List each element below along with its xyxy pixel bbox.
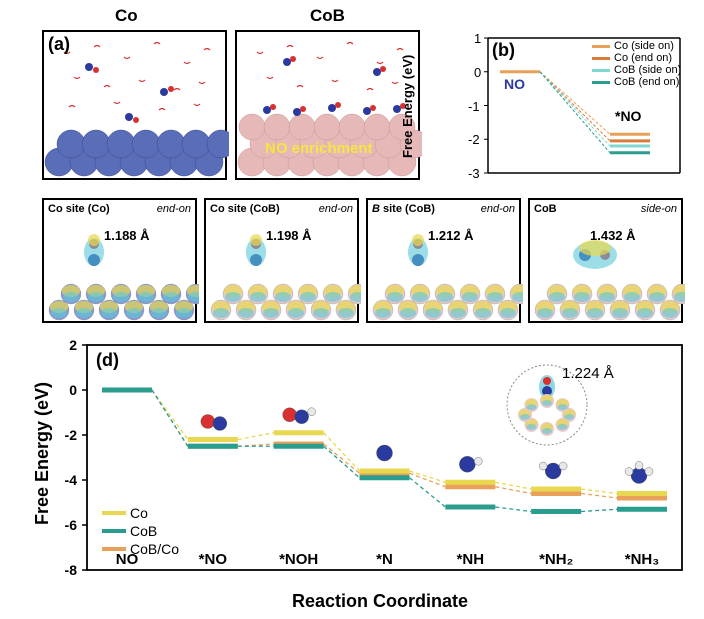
panel-d-legend-1: CoB (102, 523, 157, 539)
svg-text:*NOH: *NOH (279, 551, 318, 568)
panel-b-ylabel: Free Energy (eV) (400, 55, 415, 158)
panel-c-bond: 1.212 Å (428, 228, 474, 243)
svg-text:-6: -6 (65, 517, 78, 533)
panel-b-ytick-n2: -2 (468, 132, 480, 147)
panel-c-title-left: Co site (CoB) (210, 203, 280, 215)
panel-a-co-sim (44, 32, 229, 182)
legend-text: CoB (end on) (614, 76, 679, 88)
svg-text:2: 2 (69, 337, 77, 353)
panel-a-label: (a) (48, 34, 70, 55)
svg-text:0: 0 (69, 382, 77, 398)
legend-text: CoB/Co (130, 541, 179, 557)
panel-b: (b) 1 0 -1 -2 -3 Free Energy (eV) NO *NO… (440, 28, 690, 183)
panel-b-ytick-1: 1 (474, 31, 481, 46)
legend-text: CoB (side on) (614, 64, 681, 76)
panel-a-box-cob: NO enrichment (235, 30, 420, 180)
panel-b-xlabel-starno: *NO (615, 108, 641, 124)
panel-c-title-right: end-on (319, 203, 353, 215)
panel-b-legend-1: Co (end on) (592, 52, 672, 64)
panel-c-title-left: CoB (534, 203, 557, 215)
svg-text:*NH₂: *NH₂ (539, 551, 573, 568)
svg-text:-8: -8 (65, 562, 78, 578)
panel-c-title-right: side-on (641, 203, 677, 215)
panel-c-sub-3: CoB side-on 1.432 Å (528, 198, 683, 323)
panel-b-ytick-0: 0 (474, 65, 481, 80)
panel-b-ytick-n3: -3 (468, 166, 480, 181)
panel-a-title-cob: CoB (310, 6, 345, 26)
panel-b-xlabel-no: NO (504, 76, 525, 92)
svg-text:*NH₃: *NH₃ (625, 551, 660, 568)
panel-d-xlabel: Reaction Coordinate (292, 591, 468, 612)
panel-c-bond: 1.432 Å (590, 228, 636, 243)
svg-text:-2: -2 (65, 427, 78, 443)
panel-d-legend-0: Co (102, 505, 148, 521)
panel-c-bond: 1.198 Å (266, 228, 312, 243)
panel-b-ytick-n1: -1 (468, 99, 480, 114)
panel-d: -8-6-4-202NO*NO*NOH*N*NH*NH₂*NH₃ (d) Fre… (32, 335, 690, 610)
legend-text: Co (end on) (614, 52, 672, 64)
svg-text:*N: *N (376, 551, 393, 568)
legend-text: Co (130, 505, 148, 521)
svg-text:*NO: *NO (199, 551, 228, 568)
panel-d-legend-2: CoB/Co (102, 541, 179, 557)
panel-d-inset-bond: 1.224 Å (562, 365, 614, 382)
panel-c-sub-2: B site (CoB) end-on 1.212 Å (366, 198, 521, 323)
panel-c-title-right: end-on (481, 203, 515, 215)
panel-c-sub-1: Co site (CoB) end-on 1.198 Å (204, 198, 359, 323)
svg-text:-4: -4 (65, 472, 78, 488)
panel-c-title-left: B site (CoB) (372, 203, 435, 215)
panel-a-cob-sim (237, 32, 422, 182)
panel-d-ylabel: Free Energy (eV) (32, 382, 53, 525)
density-schematic (530, 200, 685, 325)
panel-b-label: (b) (492, 40, 515, 61)
panel-c-title-right: end-on (157, 203, 191, 215)
no-enrichment-text: NO enrichment (265, 140, 373, 157)
legend-text: Co (side on) (614, 40, 674, 52)
panel-a-title-co: Co (115, 6, 138, 26)
density-schematic (368, 200, 523, 325)
svg-text:*NH: *NH (457, 551, 485, 568)
panel-b-legend-3: CoB (end on) (592, 76, 679, 88)
panel-c-sub-0: Co site (Co) end-on 1.188 Å (42, 198, 197, 323)
panel-b-legend-2: CoB (side on) (592, 64, 681, 76)
density-schematic (206, 200, 361, 325)
panel-d-label: (d) (96, 350, 119, 371)
density-schematic (44, 200, 199, 325)
panel-c-bond: 1.188 Å (104, 228, 150, 243)
legend-text: CoB (130, 523, 157, 539)
panel-c-title-left: Co site (Co) (48, 203, 110, 215)
panel-b-legend-0: Co (side on) (592, 40, 674, 52)
